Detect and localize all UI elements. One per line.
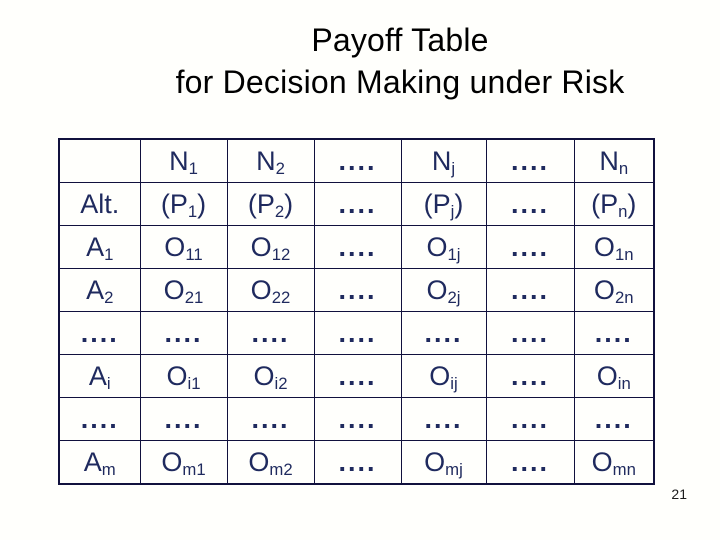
table-cell: O22 bbox=[226, 268, 315, 312]
table-cell: .... bbox=[573, 397, 655, 441]
title-line-1: Payoff Table bbox=[311, 22, 489, 58]
title-line-2: for Decision Making under Risk bbox=[175, 64, 625, 100]
table-cell: O21 bbox=[139, 268, 228, 312]
table-cell: O2n bbox=[573, 268, 655, 312]
table-cell: .... bbox=[485, 311, 575, 355]
table-cell: .... bbox=[58, 397, 141, 441]
table-cell: .... bbox=[139, 397, 228, 441]
table-cell: .... bbox=[313, 225, 402, 269]
table-row: A2 O21 O22.... O2j.... O2n bbox=[58, 268, 655, 312]
table-cell: N2 bbox=[226, 138, 315, 183]
table-cell: .... bbox=[485, 397, 575, 441]
table-cell: .... bbox=[313, 397, 402, 441]
table-cell: Am bbox=[58, 440, 141, 485]
table-cell: .... bbox=[400, 397, 487, 441]
table-cell: .... bbox=[226, 397, 315, 441]
table-row: Ai Oi1 Oi2.... Oij.... Oin bbox=[58, 354, 655, 398]
table-cell: O1n bbox=[573, 225, 655, 269]
page-number: 21 bbox=[671, 486, 687, 502]
table-row: N1 N2.... Nj.... Nn bbox=[58, 138, 655, 183]
table-cell: (Pn) bbox=[573, 182, 655, 226]
table-cell bbox=[58, 138, 141, 183]
table-cell: Omj bbox=[400, 440, 487, 485]
payoff-table-body: N1 N2.... Nj.... Nn Alt. (P1) (P2).... (Pj)....… bbox=[58, 138, 655, 485]
table-cell: .... bbox=[485, 225, 575, 269]
table-cell: .... bbox=[313, 268, 402, 312]
table-cell: .... bbox=[313, 138, 402, 183]
table-row: Am Om1 Om2.... Omj.... Omn bbox=[58, 440, 655, 485]
table-row: ............................ bbox=[58, 311, 655, 355]
table-cell: .... bbox=[485, 138, 575, 183]
table-cell: A2 bbox=[58, 268, 141, 312]
table-cell: (Pj) bbox=[400, 182, 487, 226]
table-cell: .... bbox=[400, 311, 487, 355]
table-cell: Oi1 bbox=[139, 354, 228, 398]
table-cell: Ai bbox=[58, 354, 141, 398]
table-row: Alt. (P1) (P2).... (Pj).... (Pn) bbox=[58, 182, 655, 226]
table-cell: Alt. bbox=[58, 182, 141, 226]
table-cell: .... bbox=[573, 311, 655, 355]
table-cell: Nj bbox=[400, 138, 487, 183]
table-cell: .... bbox=[313, 182, 402, 226]
table-cell: .... bbox=[313, 311, 402, 355]
table-cell: .... bbox=[485, 440, 575, 485]
table-cell: (P2) bbox=[226, 182, 315, 226]
table-cell: O11 bbox=[139, 225, 228, 269]
table-cell: .... bbox=[58, 311, 141, 355]
table-cell: .... bbox=[313, 354, 402, 398]
table-cell: (P1) bbox=[139, 182, 228, 226]
table-cell: N1 bbox=[139, 138, 228, 183]
table-cell: Oin bbox=[573, 354, 655, 398]
table-cell: .... bbox=[226, 311, 315, 355]
table-row: ............................ bbox=[58, 397, 655, 441]
table-cell: Om2 bbox=[226, 440, 315, 485]
slide-title: Payoff Table for Decision Making under R… bbox=[80, 19, 720, 103]
payoff-table: N1 N2.... Nj.... Nn Alt. (P1) (P2).... (Pj)....… bbox=[58, 138, 655, 485]
table-cell: A1 bbox=[58, 225, 141, 269]
table-cell: Om1 bbox=[139, 440, 228, 485]
table-cell: Omn bbox=[573, 440, 655, 485]
table-cell: Nn bbox=[573, 138, 655, 183]
table-cell: .... bbox=[139, 311, 228, 355]
table-cell: Oij bbox=[400, 354, 487, 398]
table-cell: .... bbox=[485, 182, 575, 226]
table-row: A1 O11 O12.... O1j.... O1n bbox=[58, 225, 655, 269]
table-cell: .... bbox=[485, 268, 575, 312]
table-cell: .... bbox=[313, 440, 402, 485]
table-cell: O1j bbox=[400, 225, 487, 269]
table-cell: O12 bbox=[226, 225, 315, 269]
table-cell: O2j bbox=[400, 268, 487, 312]
table-cell: .... bbox=[485, 354, 575, 398]
table-cell: Oi2 bbox=[226, 354, 315, 398]
